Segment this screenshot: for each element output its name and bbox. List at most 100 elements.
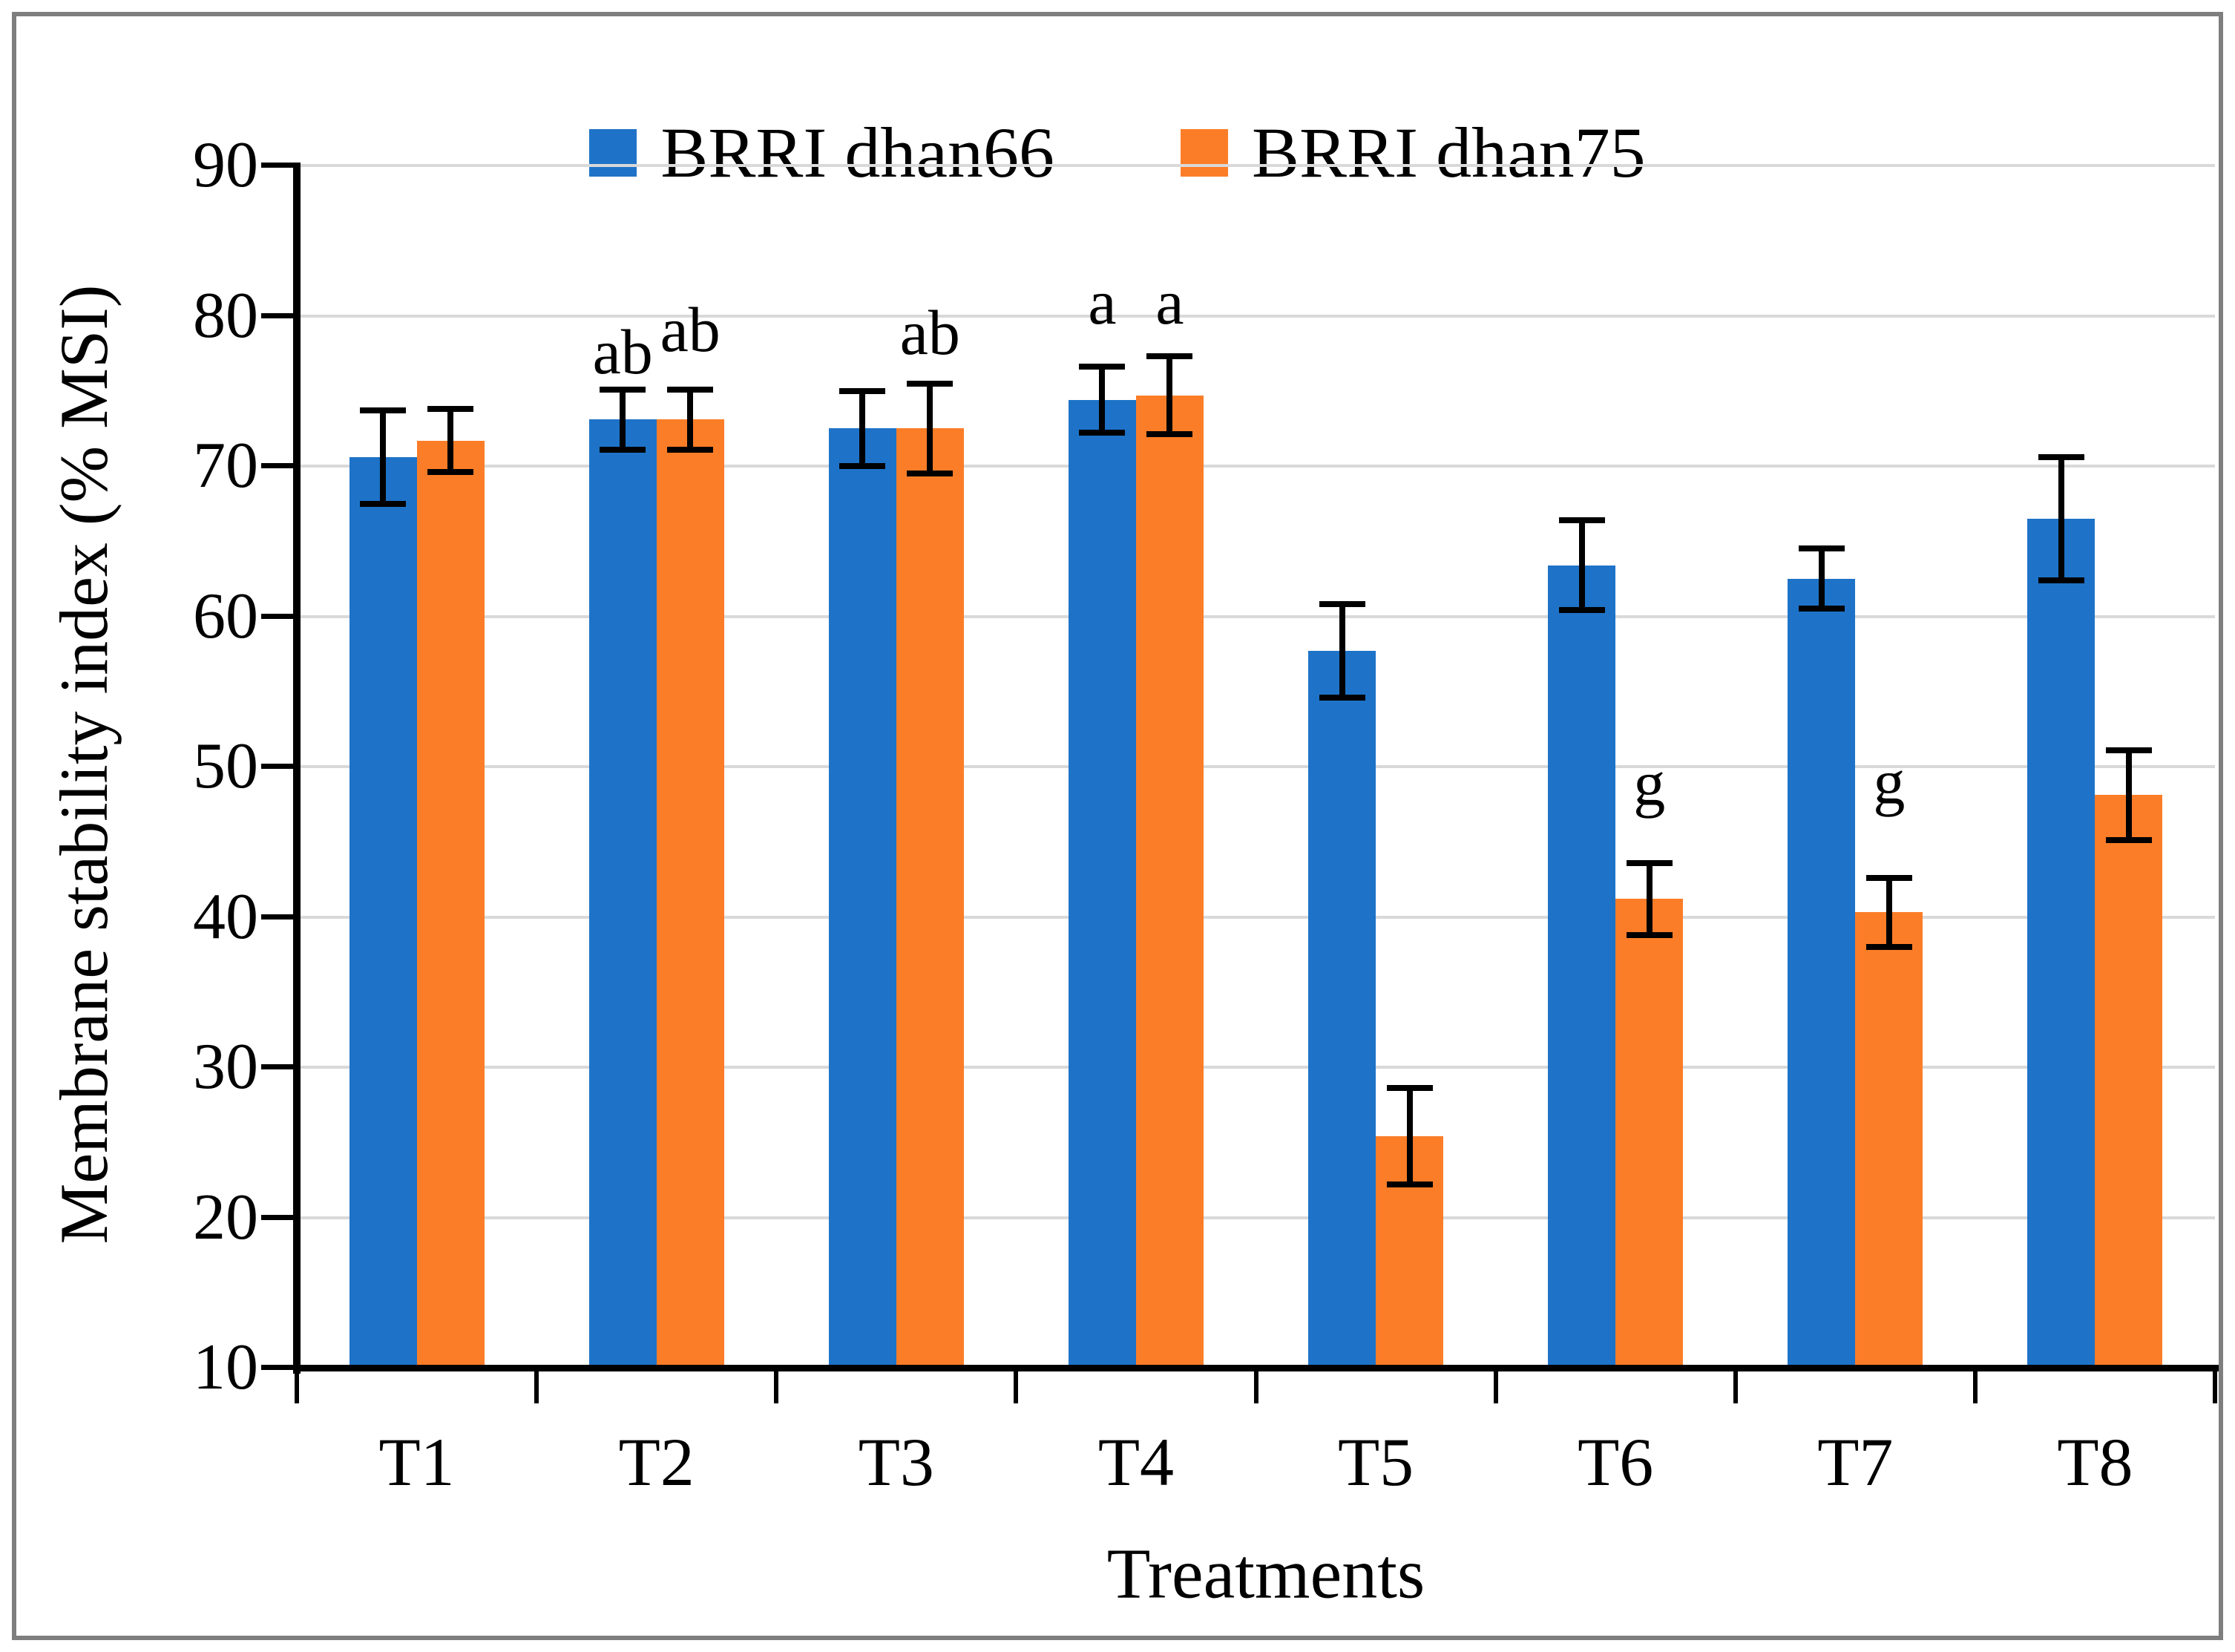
x-tick-4 [1253, 1371, 1258, 1403]
y-tick-90 [261, 163, 297, 168]
x-category-label-T2: T2 [618, 1424, 695, 1500]
legend-swatch-dhan66 [589, 129, 637, 177]
error-bar-cap-top-T7-0 [1798, 545, 1845, 552]
bar-T1-BRRI-dhan75 [416, 440, 485, 1368]
error-bar-cap-top-T7-1 [1865, 874, 1912, 881]
error-bar-cap-bottom-T5-0 [1319, 694, 1365, 701]
sig-letter-T3-1: ab [899, 296, 960, 368]
legend-item-dhan66: BRRI dhan66 [589, 117, 1054, 189]
error-bar-stem-T7-1 [1886, 877, 1892, 947]
error-bar-cap-bottom-T6-1 [1626, 931, 1673, 938]
gridline-20 [297, 1216, 2215, 1219]
error-bar-cap-top-T4-0 [1079, 364, 1126, 370]
y-tick-50 [261, 764, 297, 769]
bar-T4-BRRI-dhan75 [1135, 395, 1204, 1368]
error-bar-cap-top-T3-0 [839, 387, 886, 394]
error-bar-cap-bottom-T2-1 [667, 446, 714, 453]
y-tick-label-30: 30 [193, 1031, 258, 1103]
y-tick-80 [261, 312, 297, 318]
x-tick-2 [774, 1371, 779, 1403]
bar-T4-BRRI-dhan66 [1068, 399, 1136, 1368]
x-category-label-T1: T1 [378, 1424, 455, 1500]
gridline-50 [297, 765, 2215, 768]
y-tick-60 [261, 613, 297, 619]
x-category-label-T8: T8 [2057, 1424, 2133, 1500]
error-bar-cap-bottom-T6-0 [1558, 607, 1605, 614]
error-bar-stem-T4-1 [1166, 356, 1173, 435]
legend-label-dhan66: BRRI dhan66 [660, 113, 1054, 192]
gridline-70 [297, 465, 2215, 468]
error-bar-stem-T7-0 [1818, 548, 1825, 609]
error-bar-cap-top-T6-0 [1558, 517, 1605, 523]
sig-letter-T4-0: a [1088, 266, 1117, 338]
gridline-30 [297, 1066, 2215, 1069]
x-axis-title: Treatments [1106, 1533, 1425, 1613]
gridline-60 [297, 614, 2215, 618]
error-bar-stem-T6-0 [1578, 519, 1585, 611]
sig-letter-T2-1: ab [660, 293, 721, 365]
y-tick-70 [261, 463, 297, 468]
sig-letter-T2-0: ab [592, 316, 653, 388]
x-tick-7 [1972, 1371, 1978, 1403]
error-bar-cap-top-T3-1 [907, 380, 954, 387]
error-bar-cap-bottom-T7-0 [1798, 606, 1845, 612]
sig-letter-T7-1: g [1873, 746, 1906, 818]
gridline-90 [297, 164, 2215, 167]
legend: BRRI dhan66 BRRI dhan75 [0, 117, 2235, 189]
error-bar-cap-bottom-T5-1 [1386, 1181, 1433, 1187]
bar-T5-BRRI-dhan66 [1308, 651, 1376, 1368]
legend-swatch-dhan75 [1181, 129, 1228, 177]
bar-T2-BRRI-dhan66 [588, 419, 657, 1368]
x-category-label-T7: T7 [1817, 1424, 1894, 1500]
x-category-label-T5: T5 [1337, 1424, 1414, 1500]
y-tick-40 [261, 914, 297, 920]
y-tick-10 [261, 1365, 297, 1370]
error-bar-stem-T3-1 [927, 383, 933, 474]
x-category-label-T6: T6 [1578, 1424, 1654, 1500]
error-bar-cap-bottom-T7-1 [1865, 944, 1912, 950]
y-tick-label-40: 40 [193, 880, 258, 953]
error-bar-cap-top-T1-0 [360, 407, 407, 414]
y-tick-20 [261, 1214, 297, 1220]
error-bar-cap-top-T1-1 [427, 406, 474, 413]
x-tick-1 [534, 1371, 539, 1403]
error-bar-cap-bottom-T4-1 [1146, 431, 1193, 438]
error-bar-cap-bottom-T1-0 [360, 500, 407, 507]
y-tick-label-60: 60 [193, 580, 258, 652]
sig-letter-T6-1: g [1633, 747, 1666, 819]
legend-item-dhan75: BRRI dhan75 [1181, 117, 1646, 189]
error-bar-stem-T4-0 [1099, 367, 1106, 433]
error-bar-stem-T8-0 [2058, 456, 2064, 580]
error-bar-stem-T1-1 [447, 409, 454, 473]
error-bar-cap-top-T8-0 [2038, 453, 2084, 460]
bar-T6-BRRI-dhan66 [1548, 565, 1616, 1368]
y-tick-30 [261, 1064, 297, 1069]
y-tick-label-50: 50 [193, 730, 258, 802]
x-axis-line [293, 1365, 2219, 1371]
legend-label-dhan75: BRRI dhan75 [1252, 113, 1646, 192]
error-bar-cap-bottom-T3-0 [839, 463, 886, 469]
error-bar-stem-T2-0 [620, 389, 626, 450]
bar-T7-BRRI-dhan75 [1855, 912, 1923, 1368]
error-bar-stem-T1-0 [380, 410, 387, 504]
y-tick-label-70: 70 [193, 430, 258, 502]
error-bar-cap-top-T2-1 [667, 386, 714, 393]
error-bar-cap-bottom-T8-0 [2038, 577, 2084, 583]
x-tick-3 [1014, 1371, 1019, 1403]
x-category-label-T4: T4 [1097, 1424, 1175, 1500]
error-bar-cap-bottom-T1-1 [427, 469, 474, 476]
x-category-label-T3: T3 [858, 1424, 934, 1500]
error-bar-cap-bottom-T4-0 [1079, 430, 1126, 436]
error-bar-stem-T5-1 [1406, 1088, 1413, 1184]
error-bar-cap-top-T8-1 [2105, 747, 2152, 753]
x-tick-5 [1493, 1371, 1498, 1403]
bar-T3-BRRI-dhan75 [896, 428, 964, 1368]
x-tick-6 [1733, 1371, 1738, 1403]
error-bar-stem-T2-1 [687, 389, 694, 450]
error-bar-cap-top-T5-0 [1319, 601, 1365, 608]
error-bar-stem-T6-1 [1646, 862, 1653, 935]
bar-T8-BRRI-dhan66 [2027, 518, 2095, 1368]
bar-T2-BRRI-dhan75 [656, 419, 724, 1368]
gridline-80 [297, 314, 2215, 318]
